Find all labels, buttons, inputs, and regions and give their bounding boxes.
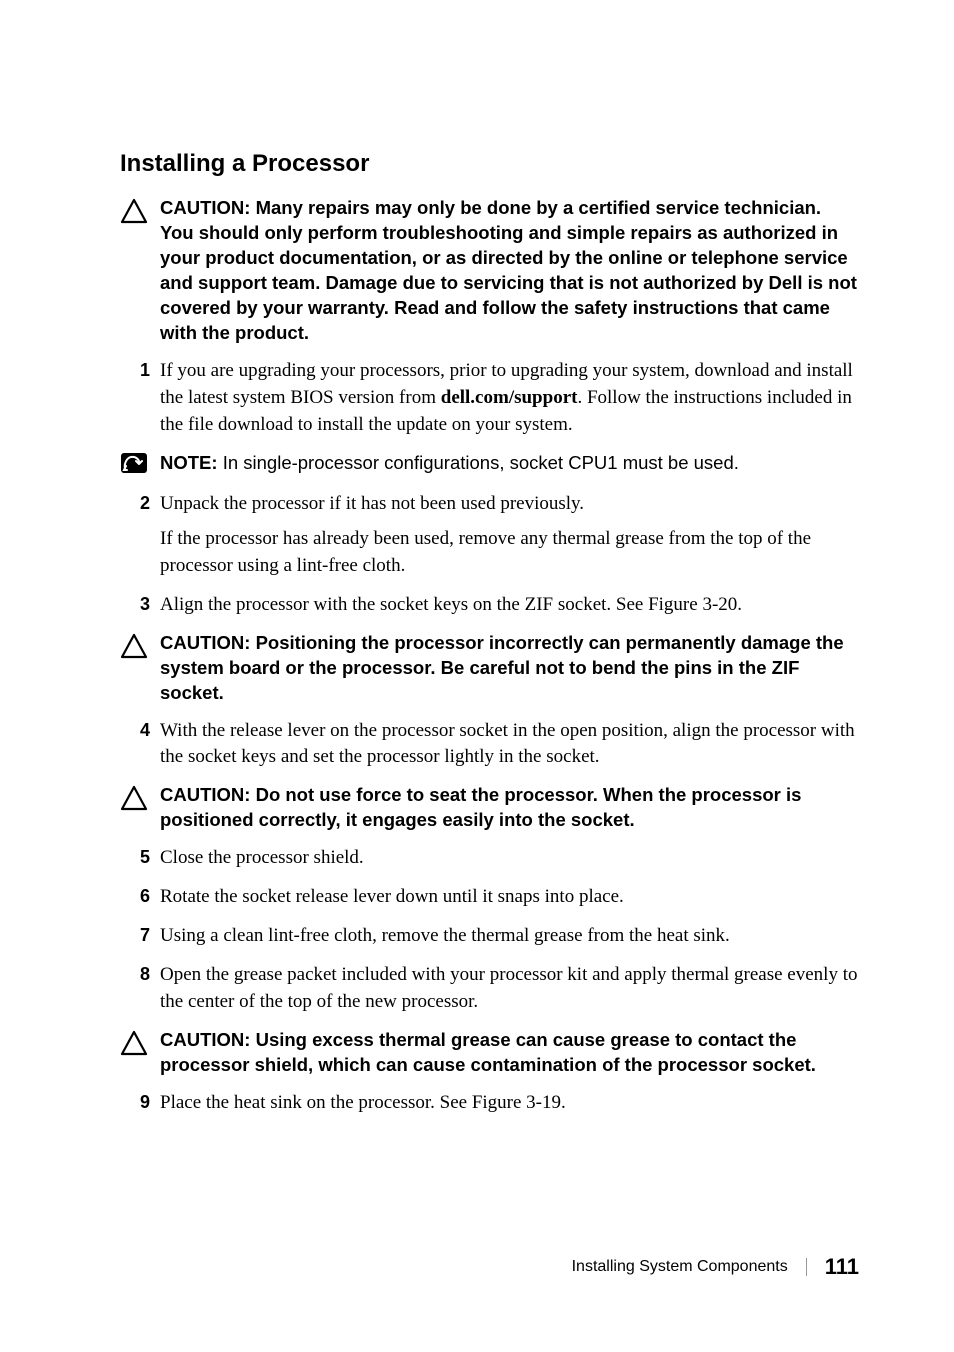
step-number: 7 (120, 923, 150, 946)
step-5: 5 Close the processor shield. (120, 845, 859, 872)
caution-block-grease: CAUTION: Using excess thermal grease can… (120, 1028, 859, 1078)
step-number: 1 (120, 358, 150, 381)
footer-section-title: Installing System Components (572, 1258, 788, 1276)
caution-body: Many repairs may only be done by a certi… (160, 197, 857, 343)
support-link[interactable]: dell.com/support (441, 387, 578, 408)
caution-block-positioning: CAUTION: Positioning the processor incor… (120, 631, 859, 706)
note-text: NOTE: In single-processor configurations… (160, 451, 859, 476)
caution-text-force: CAUTION: Do not use force to seat the pr… (160, 783, 859, 833)
step-number: 2 (120, 491, 150, 514)
step-4: 4 With the release lever on the processo… (120, 718, 859, 772)
caution-label: CAUTION: (160, 784, 250, 805)
step2-p1: Unpack the processor if it has not been … (160, 491, 859, 518)
step2-p2: If the processor has already been used, … (160, 526, 859, 580)
footer-divider (806, 1258, 807, 1276)
note-body: In single-processor configurations, sock… (218, 452, 739, 473)
caution-text-grease: CAUTION: Using excess thermal grease can… (160, 1028, 859, 1078)
caution-block-force: CAUTION: Do not use force to seat the pr… (120, 783, 859, 833)
step-body: Close the processor shield. (160, 845, 859, 872)
step-body: If you are upgrading your processors, pr… (160, 358, 859, 439)
note-label: NOTE: (160, 452, 218, 473)
step-number: 4 (120, 718, 150, 741)
step-body: Align the processor with the socket keys… (160, 592, 859, 619)
caution-icon (120, 198, 150, 229)
step-body: Unpack the processor if it has not been … (160, 491, 859, 580)
page-footer: Installing System Components 111 (572, 1254, 859, 1280)
caution-label: CAUTION: (160, 632, 250, 653)
note-block: NOTE: In single-processor configurations… (120, 451, 859, 479)
step-8: 8 Open the grease packet included with y… (120, 962, 859, 1016)
step-body: Place the heat sink on the processor. Se… (160, 1090, 859, 1117)
step-number: 5 (120, 845, 150, 868)
caution-label: CAUTION: (160, 197, 250, 218)
caution-text-main: CAUTION: Many repairs may only be done b… (160, 196, 859, 346)
step-body: Open the grease packet included with you… (160, 962, 859, 1016)
caution-text-positioning: CAUTION: Positioning the processor incor… (160, 631, 859, 706)
caution-body: Positioning the processor incorrectly ca… (160, 632, 844, 703)
caution-body: Using excess thermal grease can cause gr… (160, 1029, 816, 1075)
step-7: 7 Using a clean lint-free cloth, remove … (120, 923, 859, 950)
caution-icon (120, 1030, 150, 1061)
step-number: 8 (120, 962, 150, 985)
step-3: 3 Align the processor with the socket ke… (120, 592, 859, 619)
caution-block-main: CAUTION: Many repairs may only be done b… (120, 196, 859, 346)
step-number: 9 (120, 1090, 150, 1113)
caution-icon (120, 785, 150, 816)
step-number: 3 (120, 592, 150, 615)
step-body: Using a clean lint-free cloth, remove th… (160, 923, 859, 950)
footer-page-number: 111 (825, 1254, 859, 1280)
section-title: Installing a Processor (120, 150, 859, 178)
step-body: Rotate the socket release lever down unt… (160, 884, 859, 911)
caution-icon (120, 633, 150, 664)
note-icon (120, 452, 150, 479)
step-6: 6 Rotate the socket release lever down u… (120, 884, 859, 911)
step-2: 2 Unpack the processor if it has not bee… (120, 491, 859, 580)
step-9: 9 Place the heat sink on the processor. … (120, 1090, 859, 1117)
step-body: With the release lever on the processor … (160, 718, 859, 772)
caution-label: CAUTION: (160, 1029, 250, 1050)
caution-body: Do not use force to seat the processor. … (160, 784, 801, 830)
step-1: 1 If you are upgrading your processors, … (120, 358, 859, 439)
step-number: 6 (120, 884, 150, 907)
